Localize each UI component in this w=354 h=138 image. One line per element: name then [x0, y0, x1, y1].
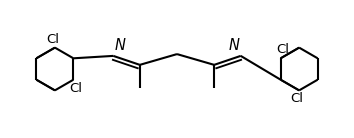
Text: N: N	[229, 38, 240, 53]
Text: Cl: Cl	[69, 82, 82, 95]
Text: Cl: Cl	[276, 43, 289, 56]
Text: N: N	[114, 38, 125, 53]
Text: Cl: Cl	[291, 92, 304, 105]
Text: Cl: Cl	[46, 33, 59, 46]
